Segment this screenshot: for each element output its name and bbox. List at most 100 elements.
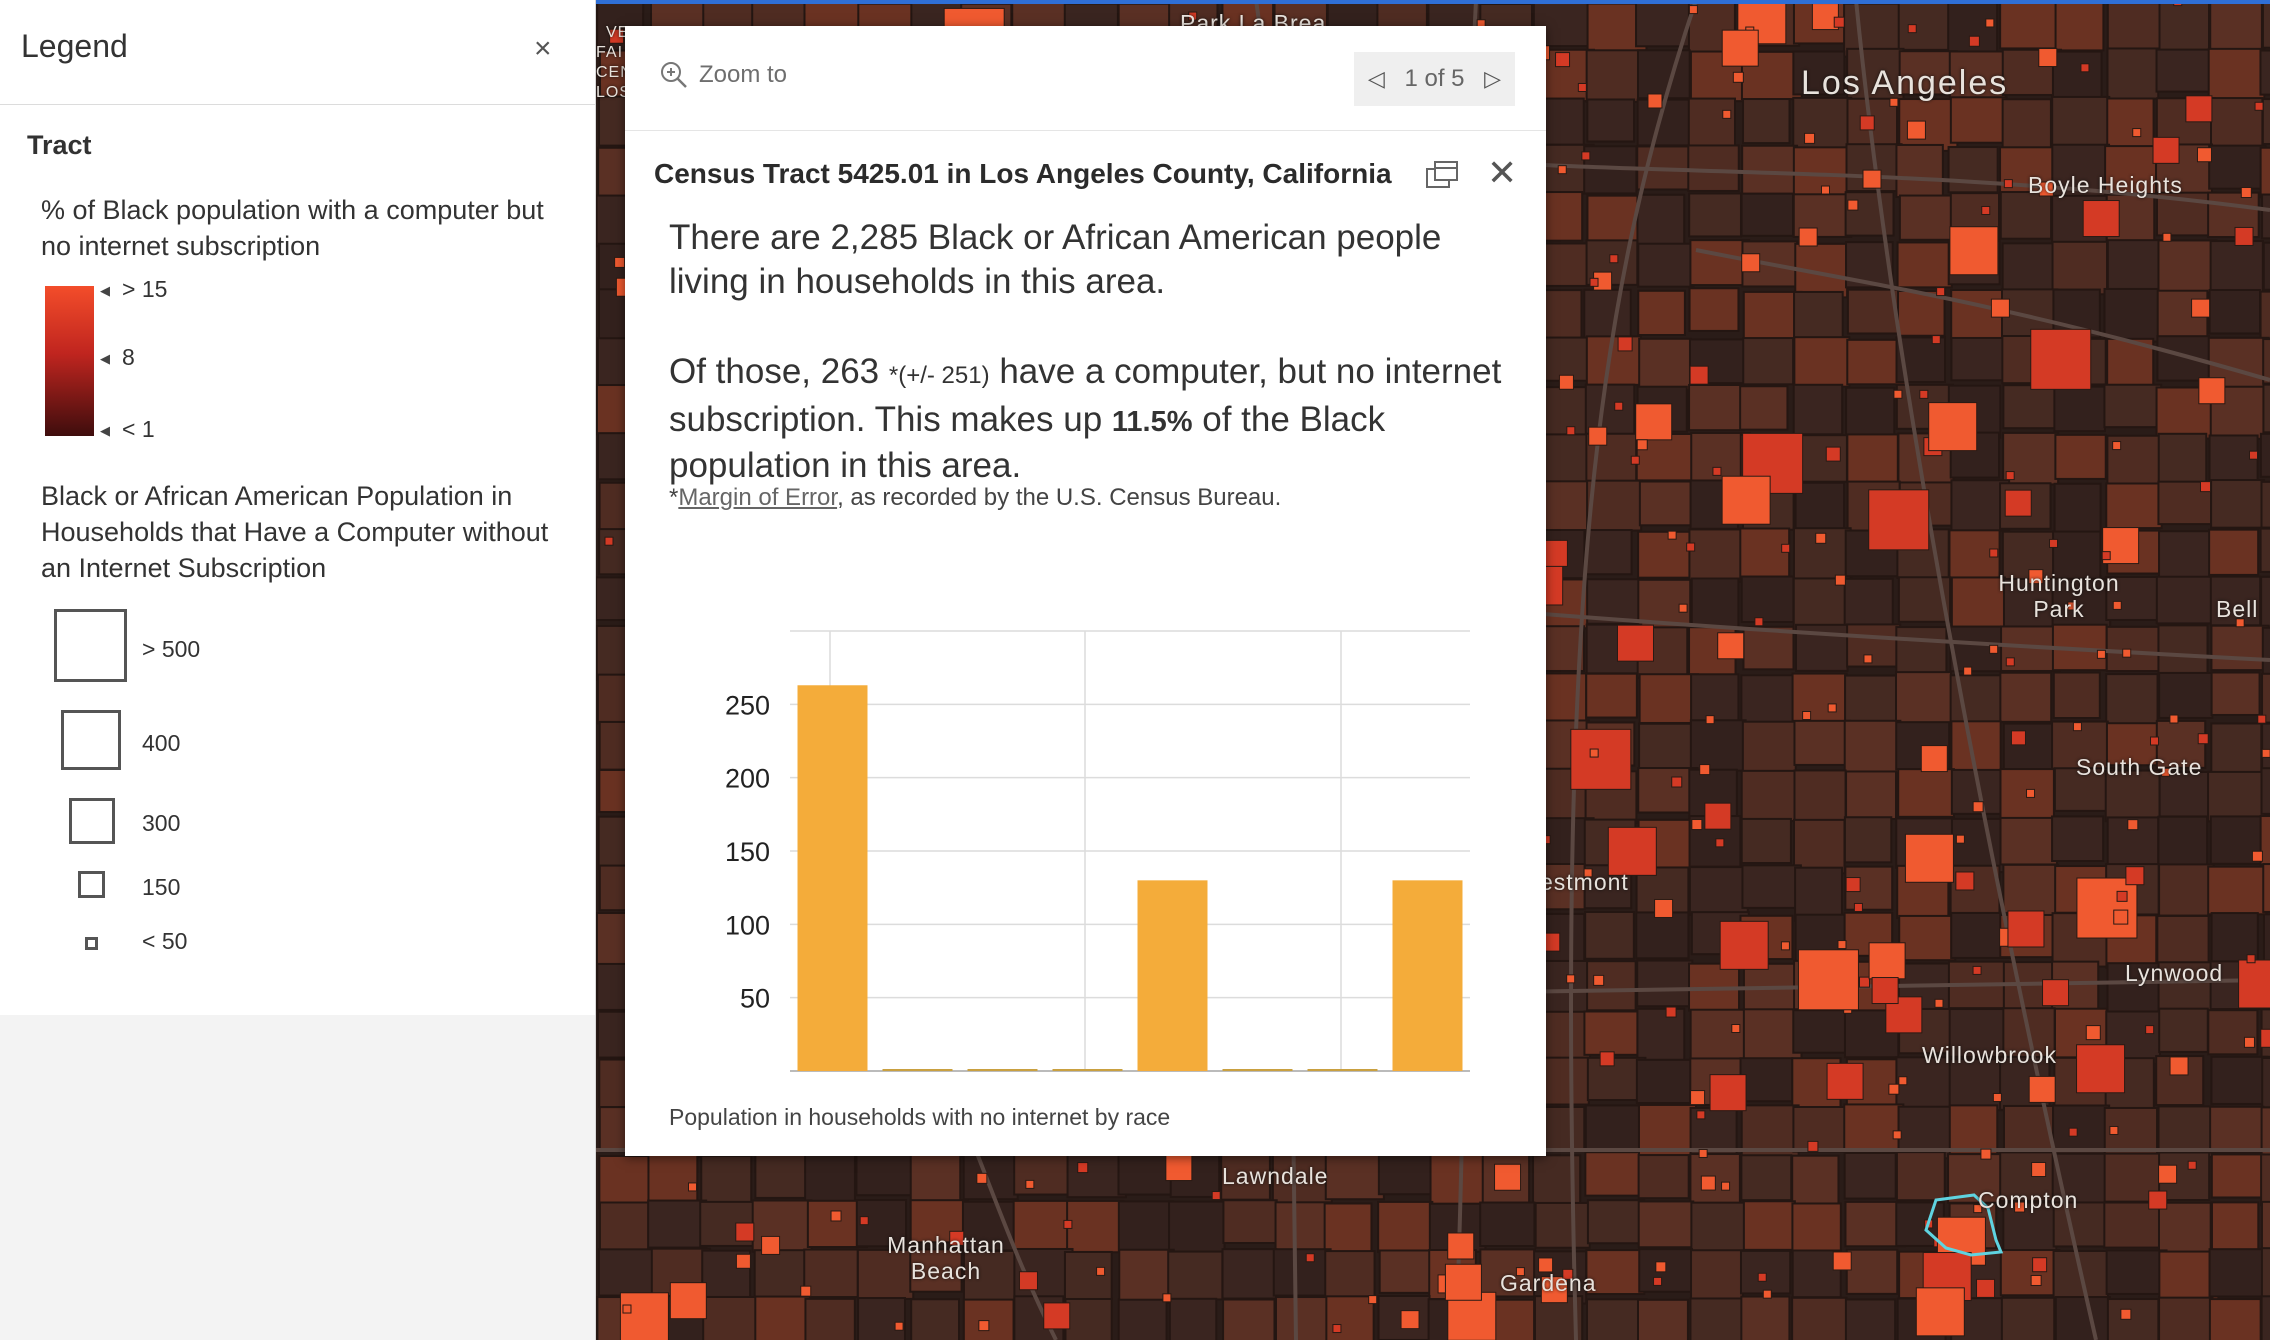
feature-popup: Zoom to ◁ 1 of 5 ▷ Census Tract 5425.01 … [625,26,1546,1156]
previous-feature-button[interactable]: ◁ [1368,66,1385,91]
tract-polygon [910,1298,961,1340]
tract-polygon [1636,98,1696,147]
map-top-accent [596,0,2270,4]
tract-polygon [1948,50,2007,101]
tract-square [2152,136,2180,164]
tract-square [1853,902,1863,912]
tract-polygon [1896,241,1953,289]
tract-square [894,1321,904,1331]
margin-of-error-link[interactable]: Margin of Error [678,484,838,511]
tract-polygon [2054,1296,2111,1340]
tract-square [1963,666,1973,676]
tract-polygon [2000,1296,2056,1340]
tract-square [1928,402,1978,452]
tract-polygon [1221,1248,1278,1300]
tract-square [1892,1130,1902,1140]
tract-polygon [1791,672,1848,725]
tract-square [1043,1302,1071,1330]
tract-square [2261,748,2270,758]
size-symbol-500 [54,609,127,682]
selected-tract-outline [1924,1193,2004,1257]
y-tick-label: 50 [740,984,770,1014]
tract-square [2031,1162,2047,1178]
tract-square [1607,826,1657,876]
tract-square [1862,169,1882,189]
next-feature-button[interactable]: ▷ [1484,66,1501,91]
tract-square [2030,328,2092,390]
place-label: Huntington Park [1998,570,2120,622]
tract-square [2191,298,2211,318]
tract-polygon [1687,144,1740,192]
tract-square [2101,551,2111,561]
tract-square [1691,819,1703,831]
tract-square [1931,335,1941,345]
size-symbol-300 [69,798,115,844]
tract-square [1562,1268,1574,1280]
tract-polygon [1636,49,1691,100]
y-tick-label: 150 [725,837,770,867]
tract-polygon [2208,434,2259,489]
tract-polygon [1583,288,1632,341]
tract-square [622,1304,632,1314]
legend-empty-area [0,1015,596,1340]
tract-square [2096,649,2106,659]
tract-polygon [1324,1153,1385,1201]
close-icon[interactable]: × [534,32,552,65]
tract-square [1699,764,1711,776]
tract-square [976,1172,988,1184]
dock-icon[interactable] [1425,160,1459,195]
tract-square [2161,767,2171,777]
size-label: 150 [142,874,181,900]
tract-square [2004,489,2032,517]
tract-polygon [1742,337,1795,386]
tract-square [1721,475,1771,525]
feature-pager: ◁ 1 of 5 ▷ [1354,52,1515,106]
tract-square [1589,748,1599,758]
tract-square [2240,187,2252,199]
tract-polygon [2260,1200,2270,1256]
tract-polygon [1947,146,1999,194]
tract-square [1667,530,1677,540]
tract-square [2150,736,2160,746]
tract-polygon [1377,1200,1434,1254]
tract-square [1972,801,1984,813]
tract-polygon [1323,1202,1373,1255]
tract-square [2246,954,2256,964]
tract-polygon [2155,48,2217,93]
tract-square [1949,226,1999,276]
tract-polygon [2158,530,2216,582]
tract-polygon [1635,911,1690,960]
size-symbol-400 [61,710,121,770]
tract-polygon [2209,1105,2265,1154]
tract-polygon [1636,193,1686,247]
size-label: > 500 [142,636,201,662]
tract-square [1577,82,1587,92]
tract-polygon [2054,0,2105,52]
tract-polygon [2262,913,2270,964]
tract-polygon [1843,577,1894,630]
tract-polygon [2210,1055,2269,1105]
tract-square [1690,1090,1706,1106]
popup-close-icon[interactable]: ✕ [1487,152,1518,193]
zoom-in-icon [661,62,687,88]
tract-polygon [2157,961,2213,1012]
zoom-to-button[interactable]: Zoom to [659,60,787,90]
tract-square [1540,1276,1568,1304]
tract-square [2196,147,2212,163]
tract-polygon [2053,482,2102,535]
tract-polygon [1066,1199,1125,1254]
chart-bar [1052,1069,1123,1071]
tract-square [1689,365,1709,385]
tract-square [1863,654,1873,664]
tract-polygon [2052,530,2102,586]
tract-polygon [2259,146,2270,199]
tract-square [1063,1219,1073,1229]
tract-square [2109,1125,2119,1135]
tract-square [1722,109,1732,119]
tract-polygon [1845,1248,1899,1295]
tract-polygon [2052,1201,2112,1248]
tract-square [1616,624,1654,662]
tract-polygon [1845,386,1896,440]
tract-square [949,1230,965,1246]
tract-polygon [1690,673,1740,730]
